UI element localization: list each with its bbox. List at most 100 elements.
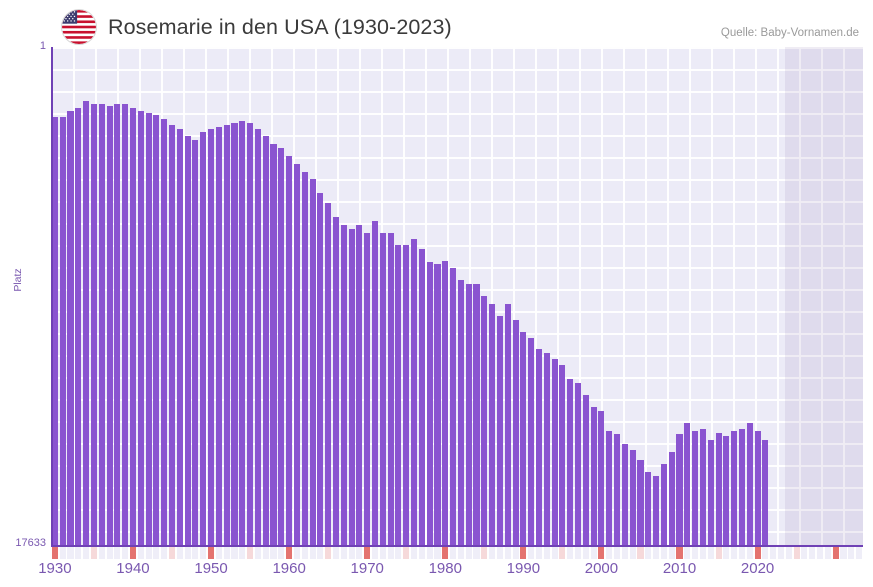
bar	[364, 232, 371, 545]
bar	[262, 135, 269, 545]
bar	[301, 171, 308, 545]
x-tick-cell	[520, 547, 527, 559]
x-tick-cell	[754, 547, 761, 559]
bar	[738, 428, 746, 545]
x-tick-cell	[590, 547, 597, 559]
x-tick-cell	[582, 547, 589, 559]
bar	[332, 217, 340, 545]
x-tick-cell	[83, 547, 90, 559]
bar	[67, 111, 74, 545]
x-tick-cell	[856, 547, 863, 559]
bar	[239, 120, 246, 545]
y-axis-line	[51, 47, 53, 545]
x-tick-cell	[192, 547, 199, 559]
x-tick-cell	[254, 547, 261, 559]
bar	[90, 104, 97, 545]
y-axis-title: Platz	[12, 268, 24, 292]
x-tick-cell	[426, 547, 433, 559]
x-tick-cell	[75, 547, 82, 559]
x-tick-cell	[817, 547, 824, 559]
x-axis-tick-labels: 1930 1940 1950 1960 1970 1980 1990 2000 2010 2020	[0, 560, 873, 587]
bar	[551, 359, 558, 545]
x-tick-cell	[715, 547, 722, 559]
bar	[465, 284, 472, 545]
no-data-shaded-region	[784, 47, 863, 545]
bar	[645, 472, 652, 545]
bar	[434, 264, 441, 545]
bar	[247, 122, 254, 545]
x-tick-cell	[161, 547, 168, 559]
x-tick-cell	[629, 547, 636, 559]
x-tick-cell	[653, 547, 660, 559]
x-tick-cell	[114, 547, 121, 559]
x-tick-cell	[51, 547, 58, 559]
y-axis-tick-top: 1	[39, 40, 46, 52]
bar	[426, 262, 433, 545]
x-tick-cell	[145, 547, 152, 559]
bar	[559, 365, 566, 545]
bar	[606, 430, 613, 545]
source-attribution: Quelle: Baby-Vornamen.de	[720, 27, 859, 39]
bar	[442, 260, 449, 545]
x-axis-tick-label: 2020	[740, 560, 775, 577]
x-tick-cell	[614, 547, 621, 559]
x-tick-cell	[801, 547, 808, 559]
x-tick-cell	[176, 547, 183, 559]
x-tick-cell	[699, 547, 706, 559]
x-tick-cell	[668, 547, 675, 559]
x-tick-cell	[660, 547, 667, 559]
x-axis-tick-label: 1950	[194, 560, 228, 577]
x-tick-cell	[356, 547, 363, 559]
bar	[411, 238, 418, 545]
x-tick-cell	[824, 547, 831, 559]
x-tick-cell	[387, 547, 394, 559]
x-axis-tick-label: 1980	[428, 560, 462, 577]
bar	[145, 113, 152, 545]
x-axis-tick-label: 1960	[272, 560, 306, 577]
bar	[543, 353, 550, 545]
x-tick-cell	[208, 547, 215, 559]
x-tick-cell	[442, 547, 449, 559]
bar	[653, 476, 660, 545]
bar	[325, 203, 332, 545]
bar	[707, 440, 714, 545]
x-tick-cell	[731, 547, 738, 559]
bar	[114, 104, 121, 545]
bar	[356, 224, 363, 545]
x-tick-cell	[543, 547, 550, 559]
bar	[223, 124, 230, 545]
x-tick-cell	[606, 547, 613, 559]
x-tick-cell	[848, 547, 855, 559]
bar	[184, 135, 191, 545]
x-tick-cell	[489, 547, 496, 559]
x-tick-cell	[473, 547, 480, 559]
x-tick-cell	[496, 547, 503, 559]
bar	[418, 248, 425, 545]
bar	[629, 450, 636, 545]
bar	[309, 179, 316, 545]
x-tick-cell	[200, 547, 207, 559]
bar	[668, 452, 675, 545]
x-tick-cell	[395, 547, 402, 559]
x-tick-cell	[301, 547, 308, 559]
bar	[106, 106, 113, 545]
x-tick-cell	[598, 547, 605, 559]
bar	[387, 232, 394, 545]
bar	[200, 132, 207, 545]
bar	[489, 304, 496, 545]
bar	[535, 349, 543, 545]
x-axis-tick-label: 1990	[506, 560, 541, 577]
bar	[83, 100, 90, 545]
x-tick-cell	[247, 547, 254, 559]
bar	[348, 228, 355, 545]
bar	[129, 107, 137, 545]
x-tick-cell	[785, 547, 792, 559]
x-tick-cell	[621, 547, 628, 559]
bar	[403, 244, 410, 545]
x-tick-cell	[777, 547, 785, 559]
bar	[496, 315, 503, 545]
x-axis-tick-label: 2010	[662, 560, 697, 577]
x-tick-cell	[832, 547, 839, 559]
bar	[582, 394, 589, 545]
